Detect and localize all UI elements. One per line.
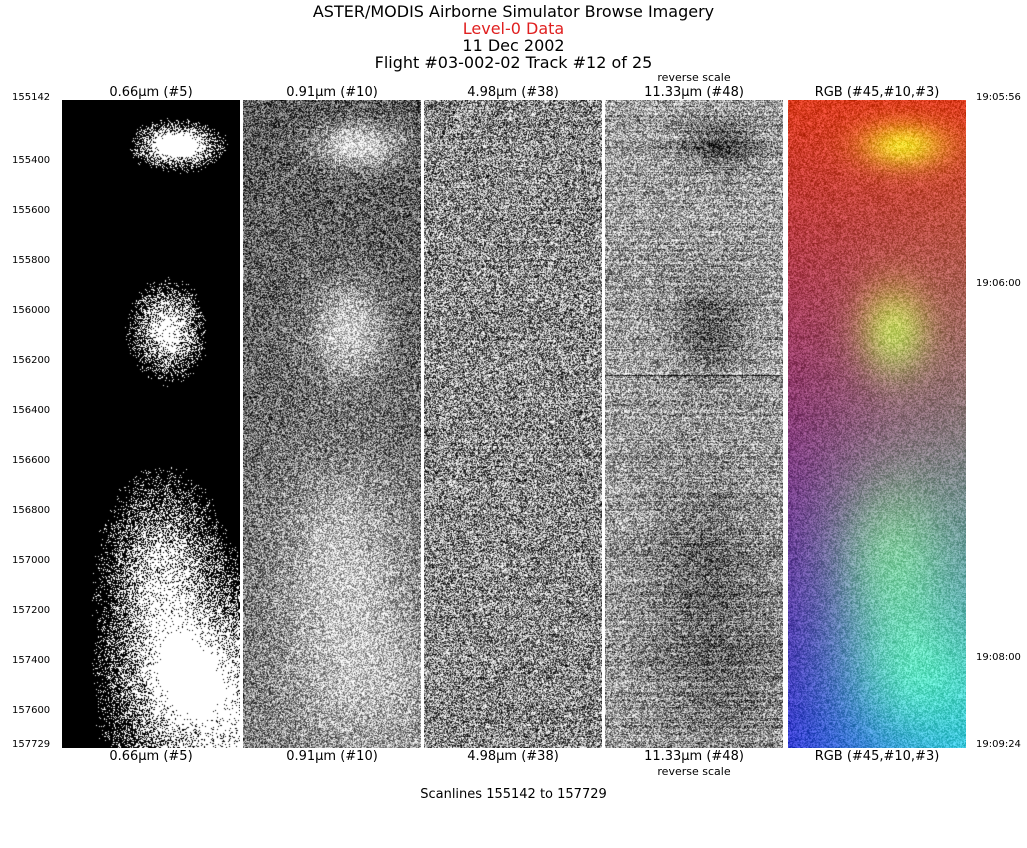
scanline-tick: 157400 [12,655,51,666]
scanline-tick: 156600 [12,455,51,466]
time-tick: 19:06:00 [976,278,1021,289]
time-tick: 19:08:00 [976,652,1021,663]
scanline-tick: 156200 [12,355,51,366]
acquisition-date: 11 Dec 2002 [462,36,565,55]
panel-label-bottom-band48: 11.33μm (#48) [644,749,744,764]
panel-label-top-band38: 4.98μm (#38) [467,85,559,100]
time-tick: 19:05:56 [976,92,1021,103]
panel-label-top-band10: 0.91μm (#10) [286,85,378,100]
panel-label-bottom-band38: 4.98μm (#38) [467,749,559,764]
scanline-tick: 155600 [12,205,51,216]
panel-label-top-band5: 0.66μm (#5) [109,85,193,100]
flight-track-label: Flight #03-002-02 Track #12 of 25 [374,53,653,72]
page-title: ASTER/MODIS Airborne Simulator Browse Im… [312,2,715,21]
panel-label-top-band48: 11.33μm (#48) [644,85,744,100]
scanline-tick: 157200 [12,605,51,616]
image-panel-band38 [424,100,602,748]
image-panel-rgb [788,100,966,748]
image-panel-band5 [62,100,240,748]
reverse-scale-note-bottom: reverse scale [657,765,731,778]
scanline-tick: 157600 [12,705,51,716]
reverse-scale-note-top: reverse scale [657,71,731,84]
panel-label-bottom-band5: 0.66μm (#5) [109,749,193,764]
image-panel-band10 [243,100,421,748]
scanline-tick: 155142 [12,92,51,103]
data-level: Level-0 Data [462,19,565,38]
scanline-tick: 157729 [12,739,51,750]
panel-label-bottom-rgb: RGB (#45,#10,#3) [814,749,940,764]
scanline-tick: 155800 [12,255,51,266]
time-tick: 19:09:24 [976,739,1021,750]
scanline-range-footer: Scanlines 155142 to 157729 [420,787,607,802]
image-panel-band48 [605,100,783,748]
scanline-tick: 156800 [12,505,51,516]
scanline-tick: 155400 [12,155,51,166]
scanline-tick: 157000 [12,555,51,566]
scanline-tick: 156000 [12,305,51,316]
scanline-tick: 156400 [12,405,51,416]
panel-label-bottom-band10: 0.91μm (#10) [286,749,378,764]
panel-label-top-rgb: RGB (#45,#10,#3) [814,85,940,100]
